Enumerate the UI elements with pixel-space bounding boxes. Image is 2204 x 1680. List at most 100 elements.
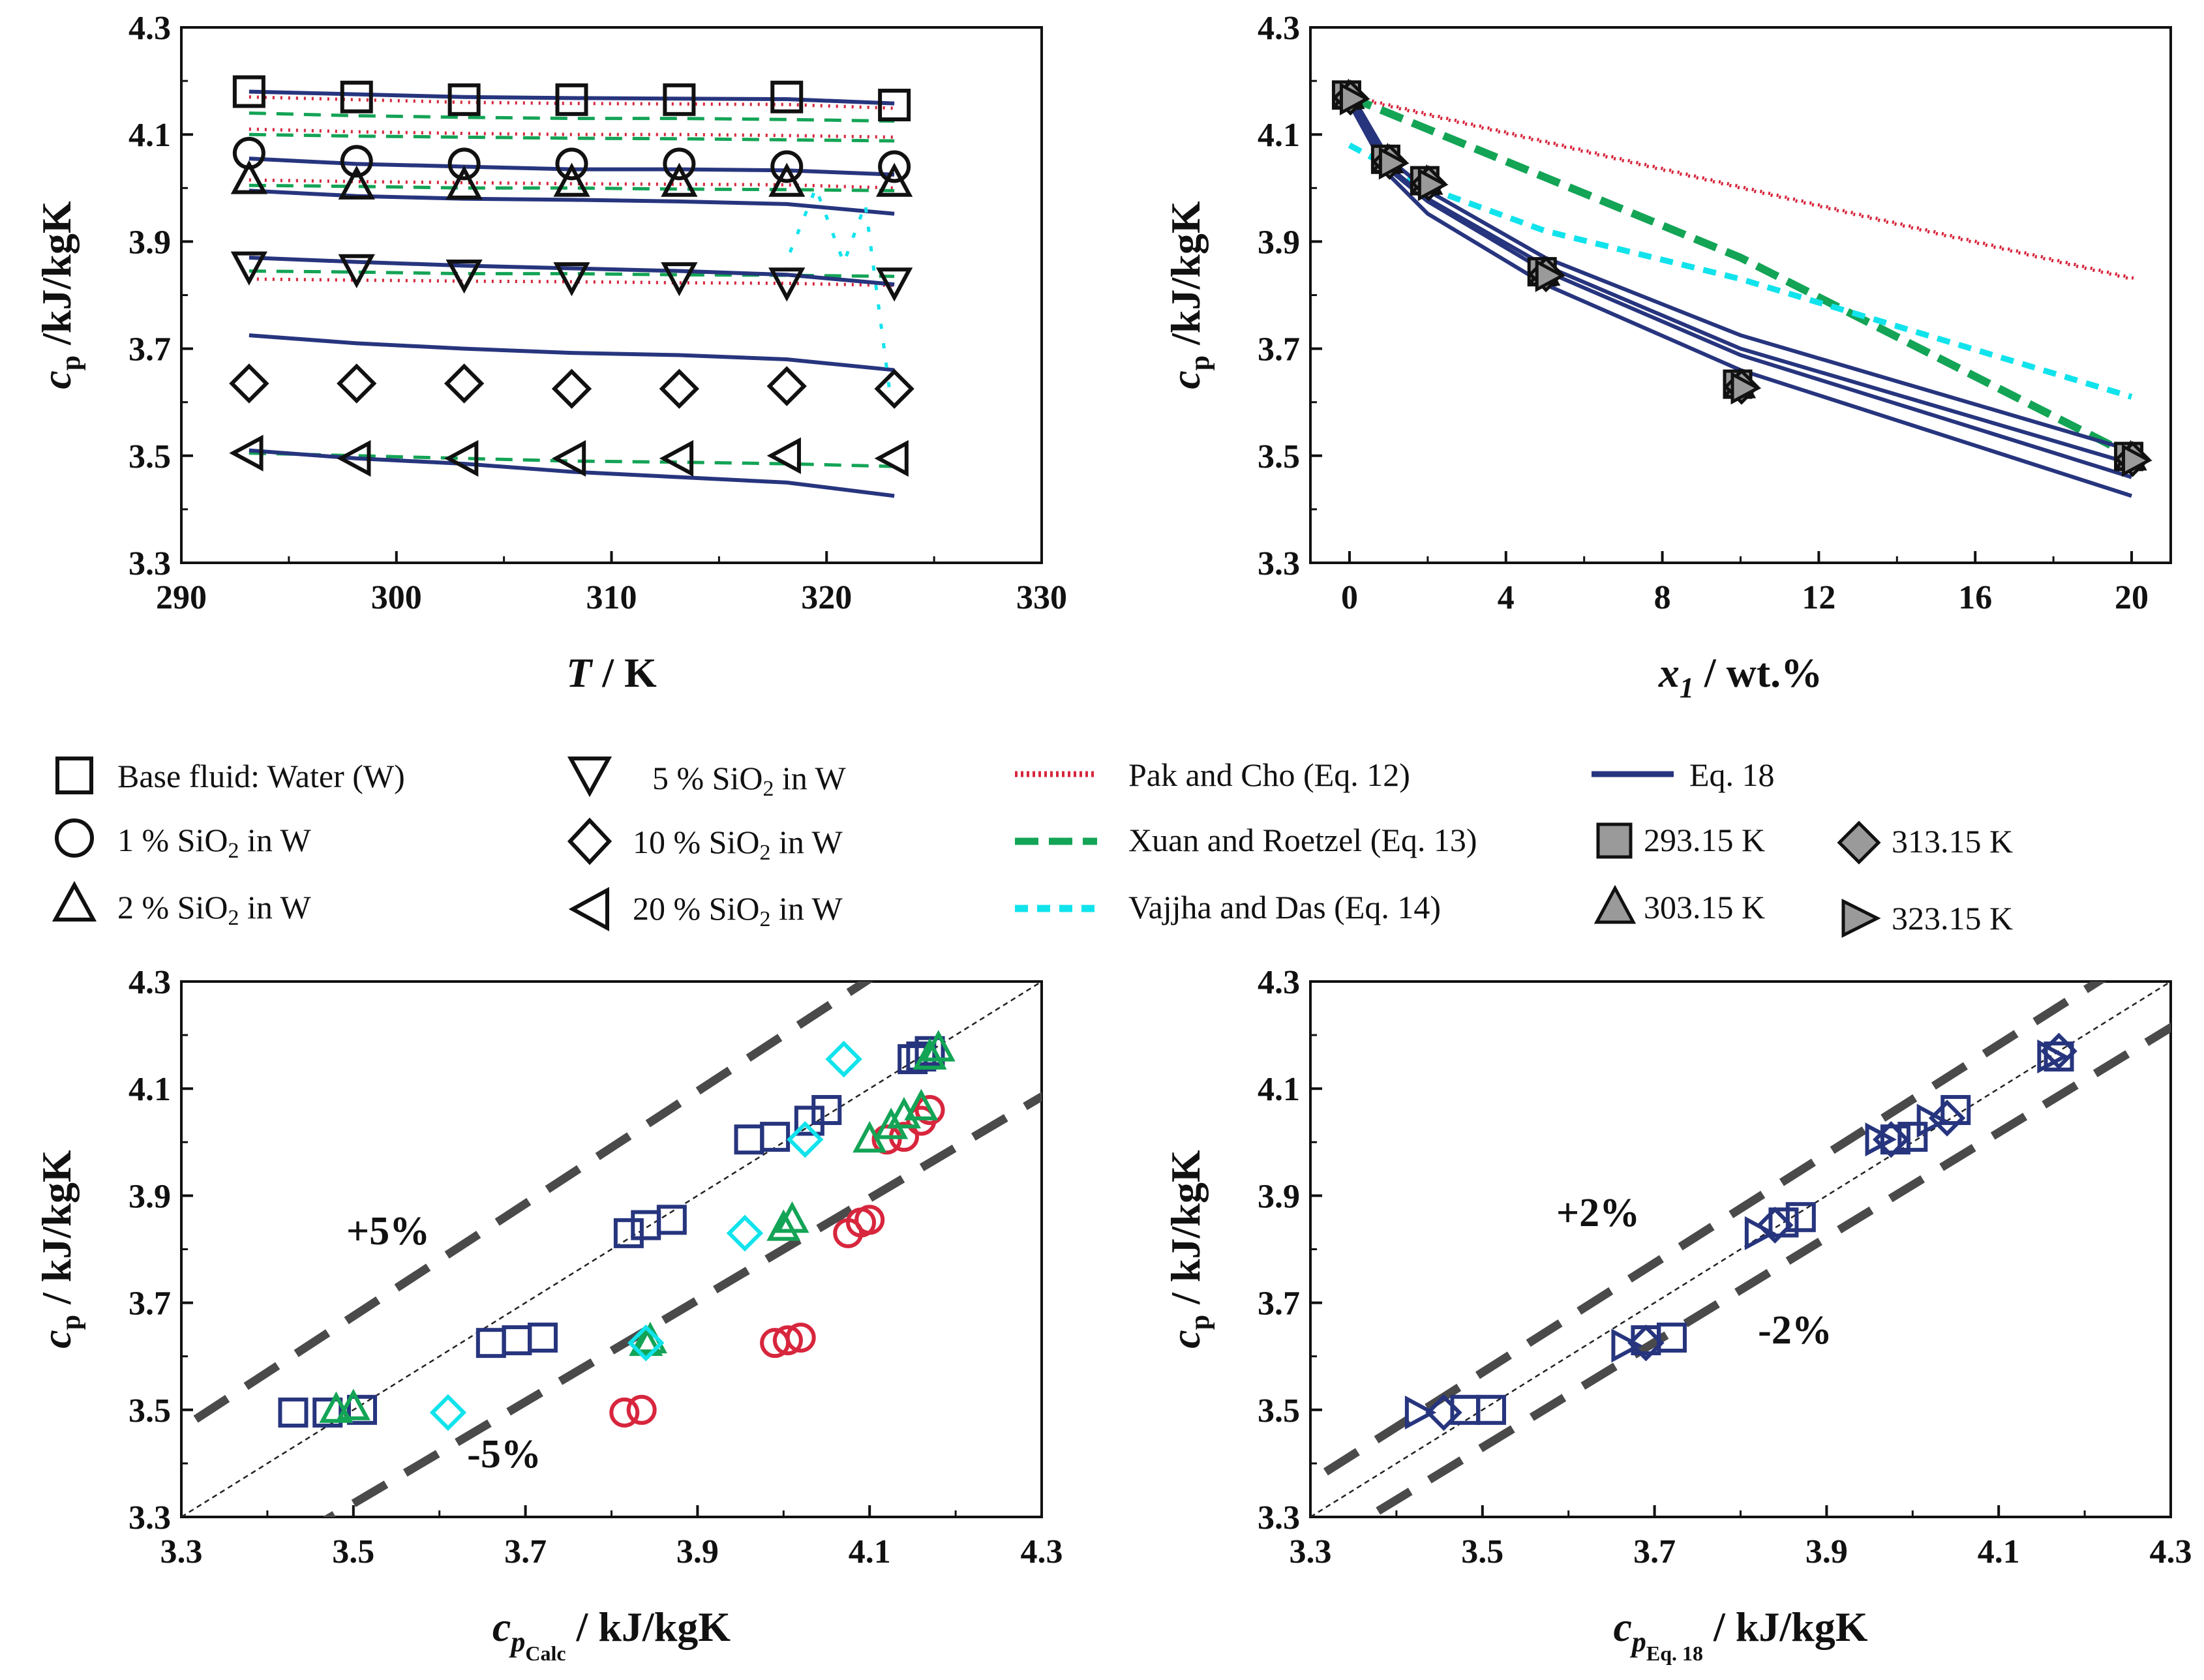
y-tick-label: 3.7 <box>1258 331 1300 368</box>
upper-band-annotation: +5% <box>346 1209 430 1253</box>
legend-label-313: 313.15 K <box>1892 823 2013 860</box>
legend-label-303: 303.15 K <box>1644 889 1765 925</box>
y-tick-label: 3.3 <box>1258 545 1300 582</box>
measured-marker <box>1378 147 1410 180</box>
data-marker <box>229 434 264 472</box>
parity-marker <box>760 1122 791 1152</box>
plot-frame <box>180 26 1043 564</box>
legend-circle-marker <box>55 818 94 858</box>
x-axis-label-subscript: p <box>1629 1626 1646 1658</box>
x-tick-label: 3.7 <box>1633 1533 1676 1570</box>
x-tick-label: 3.3 <box>160 1533 203 1570</box>
x-axis-label-unit: / K <box>592 650 657 696</box>
parity-marker <box>609 1397 640 1428</box>
data-marker <box>445 259 483 294</box>
x-tick-label: 3.9 <box>676 1533 719 1570</box>
parity-line <box>1310 982 2171 1517</box>
vajjha-series-line <box>788 183 893 403</box>
legend-diamond-marker <box>567 817 612 865</box>
parity-marker <box>787 1120 824 1158</box>
data-marker <box>232 75 265 108</box>
data-marker <box>447 147 481 181</box>
pak-series-line <box>249 127 895 139</box>
legend-gray-triangle-right-marker <box>1841 898 1881 938</box>
data-marker <box>875 267 913 302</box>
parity-marker <box>278 1397 309 1428</box>
parity-marker <box>1757 1207 1794 1244</box>
legend-gray-diamond-marker <box>1837 820 1881 865</box>
y-tick-label: 3.3 <box>1258 1499 1300 1537</box>
x-axis-label-unit: / wt.% <box>1694 650 1822 696</box>
y-tick-label: 4.3 <box>128 964 171 1001</box>
x-axis-label-subsubscript: Eq. 18 <box>1646 1642 1703 1665</box>
data-marker <box>337 440 371 477</box>
parity-marker <box>336 1388 370 1420</box>
parity-marker <box>1897 1122 1928 1152</box>
parity-marker <box>766 1209 801 1241</box>
data-marker <box>661 262 698 297</box>
x-tick-label: 320 <box>801 579 852 616</box>
data-marker <box>230 160 267 194</box>
x-tick-label: 4 <box>1498 579 1515 616</box>
x-tick-label: 12 <box>1802 579 1835 616</box>
y-axis-label-unit: / kJ/kgK <box>33 1150 80 1315</box>
x-axis-label: cpEq. 18 / kJ/kgK <box>1613 1604 1867 1665</box>
y-tick-label: 3.5 <box>128 1392 171 1430</box>
legend-gray-square-marker <box>1596 822 1633 859</box>
y-tick-label: 4.1 <box>128 1071 171 1108</box>
plot-frame <box>1309 26 2172 564</box>
data-marker <box>444 440 479 477</box>
x-tick-label: 3.5 <box>1461 1533 1503 1570</box>
data-marker <box>770 80 804 113</box>
data-marker <box>875 162 913 197</box>
parity-marker <box>626 1394 657 1425</box>
parity-marker <box>1768 1207 1799 1238</box>
eq18-series-line <box>249 448 895 498</box>
data-marker <box>340 145 373 178</box>
data-marker <box>663 147 696 181</box>
y-tick-label: 3.3 <box>128 1499 171 1537</box>
x-tick-label: 4.3 <box>1021 1533 1063 1570</box>
eq18-series-line <box>249 333 895 372</box>
parity-marker <box>904 1088 939 1120</box>
y-tick-label: 3.7 <box>128 1285 171 1323</box>
upper-band-line <box>181 982 873 1434</box>
y-axis-label: cp / kJ/kgK <box>33 1150 86 1349</box>
x-tick-label: 290 <box>156 579 207 616</box>
data-marker <box>337 363 377 404</box>
eq18-line <box>1348 96 2132 466</box>
data-marker <box>555 83 588 116</box>
legend-label-eq18: Eq. 18 <box>1689 757 1775 793</box>
parity-marker <box>2037 1039 2069 1073</box>
upper-band-line <box>1310 982 2106 1487</box>
parity-marker <box>726 1214 764 1252</box>
legend-label-293: 293.15 K <box>1644 822 1765 858</box>
y-axis-label-unit: /kJ/kgK <box>33 201 80 355</box>
parity-marker <box>527 1322 558 1353</box>
data-marker <box>766 437 801 474</box>
legend-label-vajjha: Vajjha and Das (Eq. 14) <box>1128 889 1441 925</box>
parity-marker <box>874 1107 909 1139</box>
x-axis-label-subsubscript: Calc <box>525 1642 566 1665</box>
x-tick-label: 8 <box>1654 579 1671 616</box>
data-marker <box>766 366 807 406</box>
parity-line <box>181 982 1042 1517</box>
x-tick-label: 20 <box>2115 579 2149 616</box>
guide-lines <box>181 982 1042 1517</box>
data-marker <box>874 440 909 477</box>
parity-marker <box>734 1124 764 1155</box>
y-axis-label-symbol: c <box>33 1330 80 1348</box>
data-marker <box>874 368 914 409</box>
lower-band-line <box>1360 1022 2171 1517</box>
y-tick-label: 3.5 <box>128 438 171 475</box>
legend: Base fluid: Water (W) 1 % SiO2 in W 2 % … <box>52 757 2013 938</box>
eq18-series-line <box>249 89 895 106</box>
legend-triangle-left-marker <box>568 886 609 932</box>
x-tick-label: 3.7 <box>504 1533 547 1570</box>
y-tick-label: 4.3 <box>128 10 171 47</box>
legend-triangle-up-marker <box>52 880 97 922</box>
data-marker <box>768 162 806 197</box>
parity-marker <box>631 1210 661 1240</box>
data-marker <box>770 150 804 183</box>
